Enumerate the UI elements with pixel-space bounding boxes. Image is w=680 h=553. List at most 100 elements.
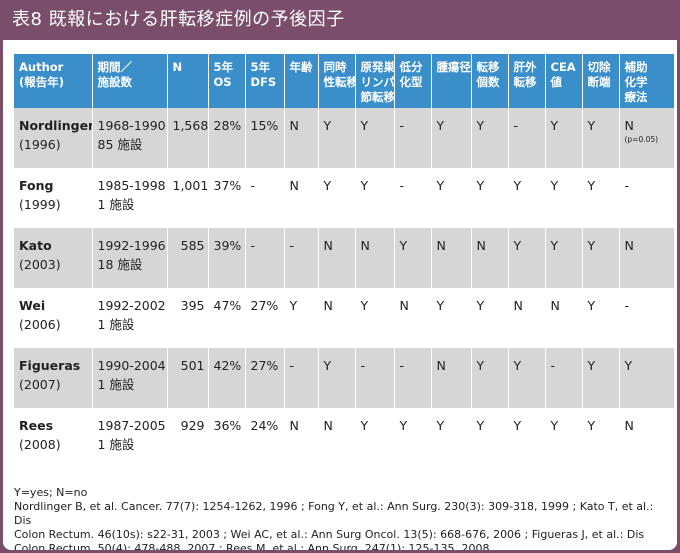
site-count: 1 施設 [97,317,135,332]
n-cell: 929 [166,408,208,468]
table-row: Wei (2006) 1992-2002 1 施設 395 47% 27% Y N Y N Y Y N N Y… [14,288,674,348]
lymph-cell: Y [354,168,394,228]
chemo-cell: - [618,288,674,348]
header-text: 切除 [587,60,611,74]
cea-cell: Y [544,408,582,468]
col-header-dfs: 5年 DFS [244,54,284,108]
os-cell: 42% [207,348,245,408]
count-cell: Y [470,108,508,168]
chemo-value: N [624,238,634,253]
dfs-cell: 24% [244,408,284,468]
col-header-author: Author (報告年) [14,54,92,108]
period-cell: 1987-2005 1 施設 [91,408,167,468]
diff-cell: - [393,168,431,228]
header-text: 節転移 [360,90,395,104]
lymph-cell: Y [354,108,394,168]
header-text: 低分 [399,60,423,74]
os-cell: 39% [207,228,245,288]
legend-text: Y=yes; N=no [14,486,88,499]
period-cell: 1968-1990 85 施設 [91,108,167,168]
age-cell: N [283,108,318,168]
site-count: 1 施設 [97,197,135,212]
n-cell: 585 [166,228,208,288]
cea-cell: - [544,348,582,408]
dfs-cell: 27% [244,288,284,348]
extra-cell: N [507,288,545,348]
header-row: Author (報告年) 期間／ 施設数 N 5年 OS 5年 DFS 年齢 同時 性転移 原発巣 リンパ… [14,54,674,108]
age-cell: - [283,348,318,408]
site-count: 1 施設 [97,377,135,392]
author-cell: Fong (1999) [14,168,92,228]
col-header-size: 腫瘍径 [430,54,471,108]
n-cell: 395 [166,288,208,348]
chemo-value: N [624,118,634,133]
site-count: 18 施設 [97,257,143,272]
site-count: 1 施設 [97,437,135,452]
chemo-cell: N [618,408,674,468]
col-header-sync: 同時 性転移 [317,54,355,108]
header-text: 転移 [476,60,500,74]
header-text: (報告年) [19,75,65,89]
table-row: Rees (2008) 1987-2005 1 施設 929 36% 24% N N Y Y Y Y Y Y… [14,408,674,468]
chemo-value: N [624,418,634,433]
chemo-cell: N (p=0.05) [618,108,674,168]
period-cell: 1992-1996 18 施設 [91,228,167,288]
diff-cell: Y [393,228,431,288]
header-text: 化型 [399,75,423,89]
col-header-n: N [166,54,208,108]
author-cell: Kato (2003) [14,228,92,288]
table-row: Kato (2003) 1992-1996 18 施設 585 39% - - N N Y N N Y Y Y… [14,228,674,288]
author-name: Figueras [19,358,81,373]
chemo-value: - [624,178,630,193]
lymph-cell: Y [354,288,394,348]
table-row: Fong (1999) 1985-1998 1 施設 1,001 37% - N Y Y - Y Y Y Y… [14,168,674,228]
header-text: 断端 [587,75,611,89]
author-cell: Rees (2008) [14,408,92,468]
author-name: Kato [19,238,52,253]
header-text: N [172,60,183,74]
header-text: 化学 [624,75,648,89]
chemo-cell: - [618,168,674,228]
col-header-chemo: 補助 化学 療法 [618,54,674,108]
header-text: 年齢 [289,60,313,74]
col-header-count: 転移 個数 [470,54,508,108]
header-text: 同時 [323,60,347,74]
diff-cell: - [393,348,431,408]
sync-cell: Y [317,108,355,168]
author-cell: Figueras (2007) [14,348,92,408]
dfs-cell: 15% [244,108,284,168]
report-year: (2006) [19,317,61,332]
header-text: リンパ [360,75,395,89]
n-cell: 1,001 [166,168,208,228]
diff-cell: Y [393,408,431,468]
sync-cell: N [317,288,355,348]
extra-cell: - [507,108,545,168]
study-period: 1987-2005 [97,418,166,433]
col-header-diff: 低分 化型 [393,54,431,108]
sync-cell: Y [317,348,355,408]
header-text: 補助 [624,60,648,74]
margin-cell: Y [581,108,619,168]
reference-line-1: Nordlinger B, et al. Cancer. 77(7): 1254… [14,500,654,527]
header-text: DFS [250,75,277,89]
sync-cell: N [317,408,355,468]
extra-cell: Y [507,168,545,228]
diff-cell: N [393,288,431,348]
cea-cell: N [544,288,582,348]
dfs-cell: - [244,168,284,228]
study-period: 1992-2002 [97,298,166,313]
age-cell: - [283,228,318,288]
header-text: 療法 [624,90,648,104]
margin-cell: Y [581,228,619,288]
extra-cell: Y [507,408,545,468]
author-cell: Wei (2006) [14,288,92,348]
chemo-value: Y [624,358,633,373]
margin-cell: Y [581,408,619,468]
dfs-cell: - [244,228,284,288]
table-footer: Y=yes; N=no Nordlinger B, et al. Cancer.… [14,486,664,550]
period-cell: 1990-2004 1 施設 [91,348,167,408]
period-cell: 1985-1998 1 施設 [91,168,167,228]
size-cell: N [430,348,471,408]
table-panel: Author (報告年) 期間／ 施設数 N 5年 OS 5年 DFS 年齢 同時 性転移 原発巣 リンパ… [3,40,677,550]
count-cell: N [470,228,508,288]
